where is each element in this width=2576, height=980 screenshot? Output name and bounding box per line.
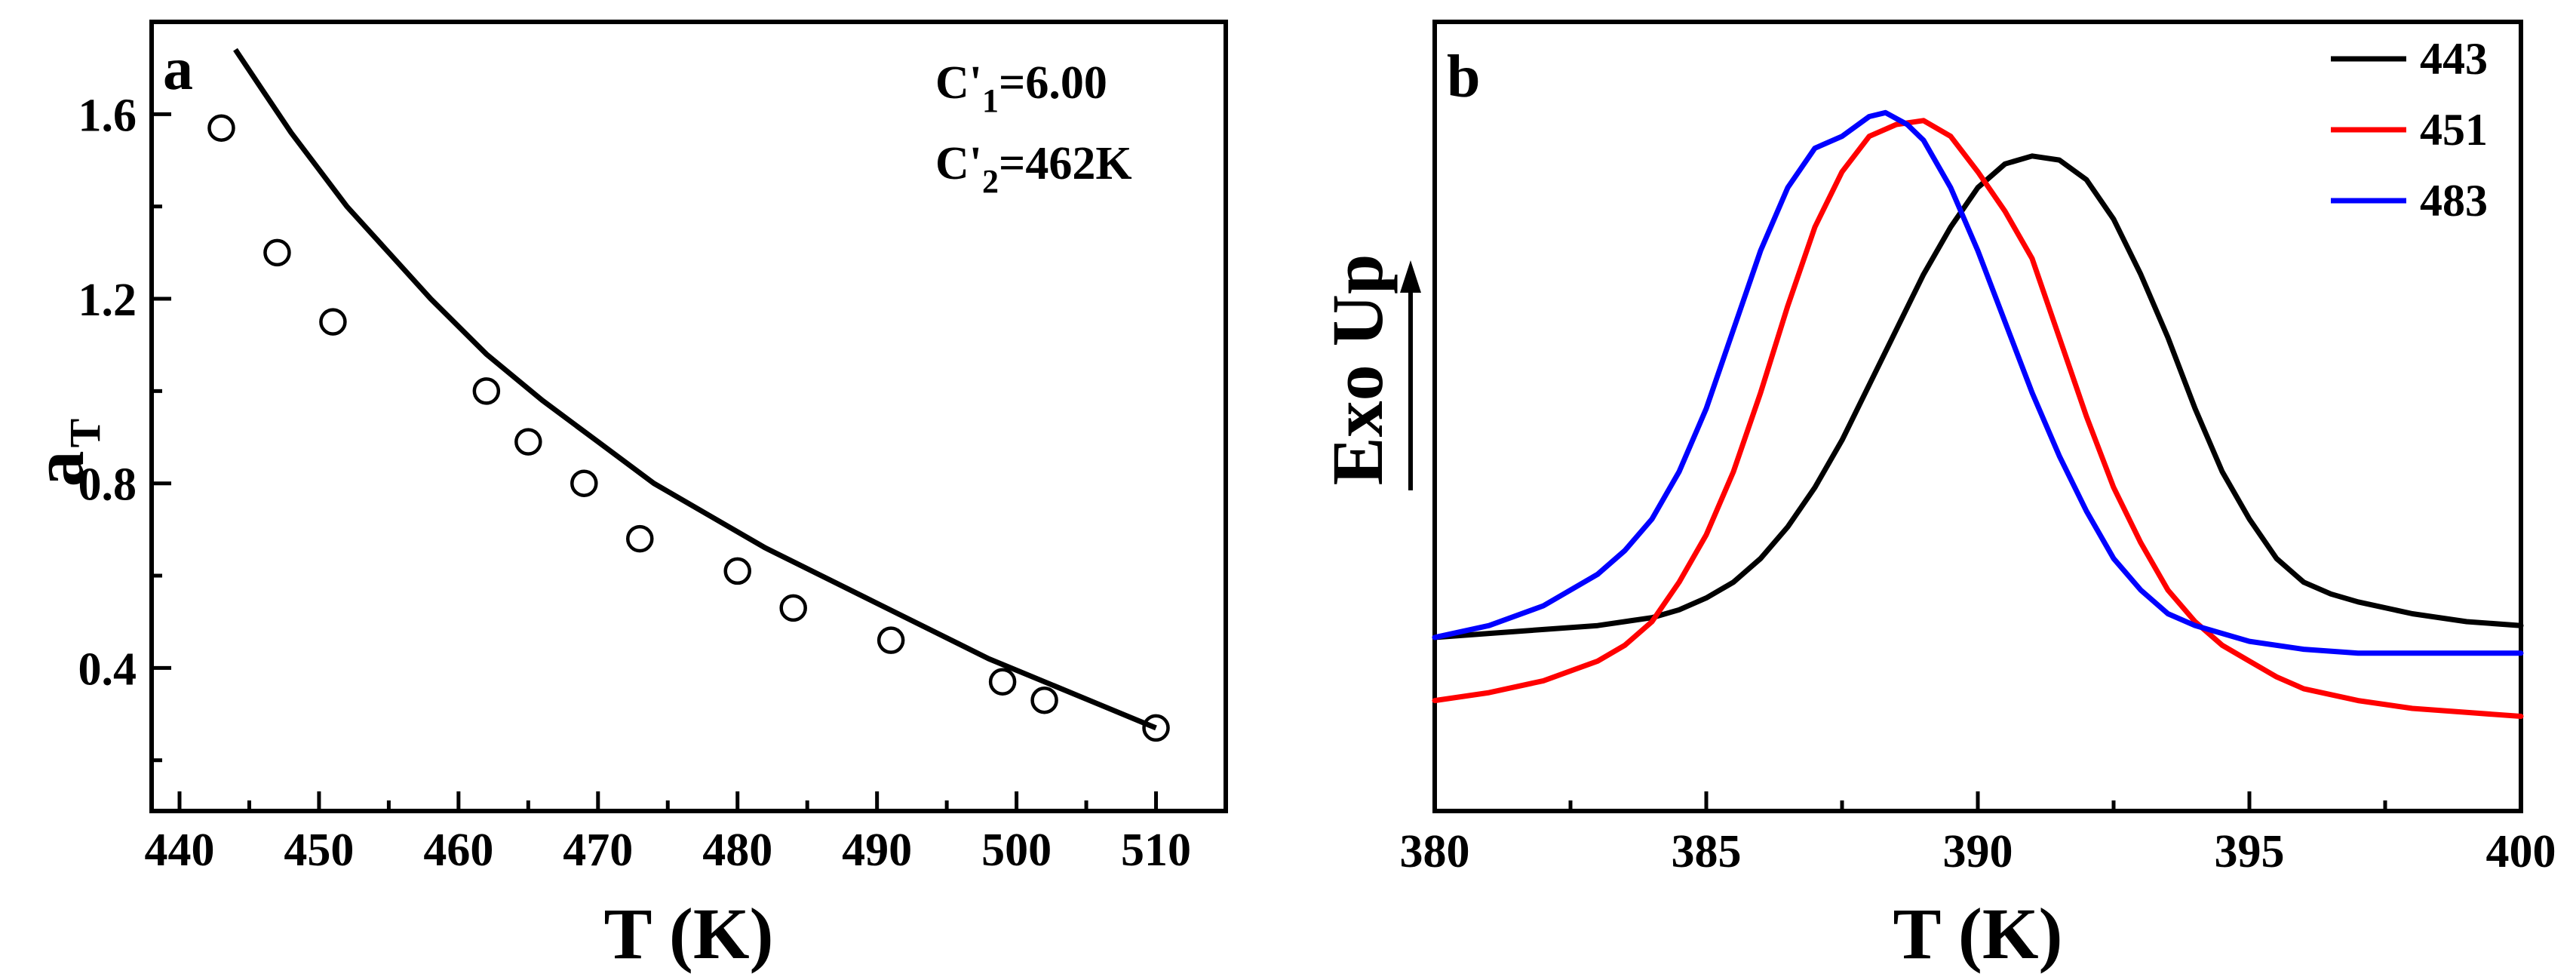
panel-a-ticks: 440 450 460 470 480 490 500 510 0.4 0.8 1.2 1.6 (78, 90, 1192, 876)
annotation-c1: C'1=6.00 (935, 57, 1107, 119)
svg-text:aT: aT (18, 419, 109, 487)
a-xtick-label-7: 510 (1121, 825, 1191, 876)
legend-label-443: 443 (2420, 34, 2488, 84)
b-xtick-label-2: 390 (1943, 826, 2013, 877)
data-point-10 (988, 668, 1017, 696)
series-line-443 (1432, 153, 2524, 641)
data-point-5 (570, 469, 598, 497)
panel-b-legend: 443 451 483 (2331, 34, 2488, 226)
panel-a-ylabel: aT (18, 419, 109, 487)
a-ytick-label-0: 0.4 (78, 644, 137, 695)
panel-b-label: b (1447, 44, 1481, 110)
panel-a: 440 450 460 470 480 490 500 510 0.4 0.8 1.2 1.6 a C… (18, 20, 1228, 974)
panel-a-points (207, 114, 1170, 742)
panel-b-xlabel: T (K) (1893, 893, 2063, 974)
a-ytick-label-1: 0.8 (78, 459, 137, 511)
a-xtick-label-2: 460 (423, 825, 493, 876)
data-point-7 (723, 557, 751, 585)
panel-a-label: a (163, 36, 193, 103)
panel-b: 380 385 390 395 400 b 443 451 483 T (K) Exo Up (1317, 20, 2556, 974)
panel-b-ylabel: Exo Up (1317, 254, 1398, 486)
a-ytick-label-3: 1.6 (78, 90, 137, 141)
data-point-11 (1030, 686, 1058, 714)
a-xtick-label-3: 470 (563, 825, 633, 876)
data-point-3 (472, 377, 501, 405)
data-point-1 (263, 238, 291, 267)
panel-a-frame (149, 20, 1228, 813)
data-point-2 (319, 308, 347, 336)
a-xtick-label-4: 480 (702, 825, 772, 876)
fit-curve (233, 48, 1157, 731)
exo-up-arrow-icon (1400, 260, 1421, 490)
a-xtick-label-5: 490 (842, 825, 912, 876)
panel-a-xlabel: T (K) (604, 893, 774, 974)
panel-a-fit (233, 48, 1157, 731)
data-point-6 (626, 524, 654, 553)
svg-text:Exo Up: Exo Up (1317, 254, 1398, 486)
b-xtick-label-3: 395 (2215, 826, 2285, 877)
a-xtick-label-1: 450 (284, 825, 354, 876)
b-xtick-label-0: 380 (1400, 826, 1470, 877)
panel-b-ticks: 380 385 390 395 400 (1400, 791, 2556, 877)
a-ytick-label-2: 1.2 (78, 275, 137, 326)
series-line-451 (1432, 118, 2524, 719)
data-point-4 (514, 428, 542, 456)
b-xtick-label-1: 385 (1672, 826, 1742, 877)
data-point-8 (779, 594, 807, 622)
a-xtick-label-6: 500 (981, 825, 1052, 876)
panel-b-lines (1432, 109, 2524, 719)
a-xtick-label-0: 440 (144, 825, 214, 876)
data-point-12 (1142, 714, 1170, 742)
panel-b-frame (1432, 20, 2523, 813)
annotation-c2: C'2=462K (935, 138, 1132, 200)
data-point-0 (207, 114, 235, 142)
legend-label-451: 451 (2420, 105, 2488, 155)
b-xtick-label-4: 400 (2486, 826, 2556, 877)
series-line-483 (1432, 109, 2524, 656)
legend-label-483: 483 (2420, 176, 2488, 226)
data-point-9 (877, 626, 905, 654)
